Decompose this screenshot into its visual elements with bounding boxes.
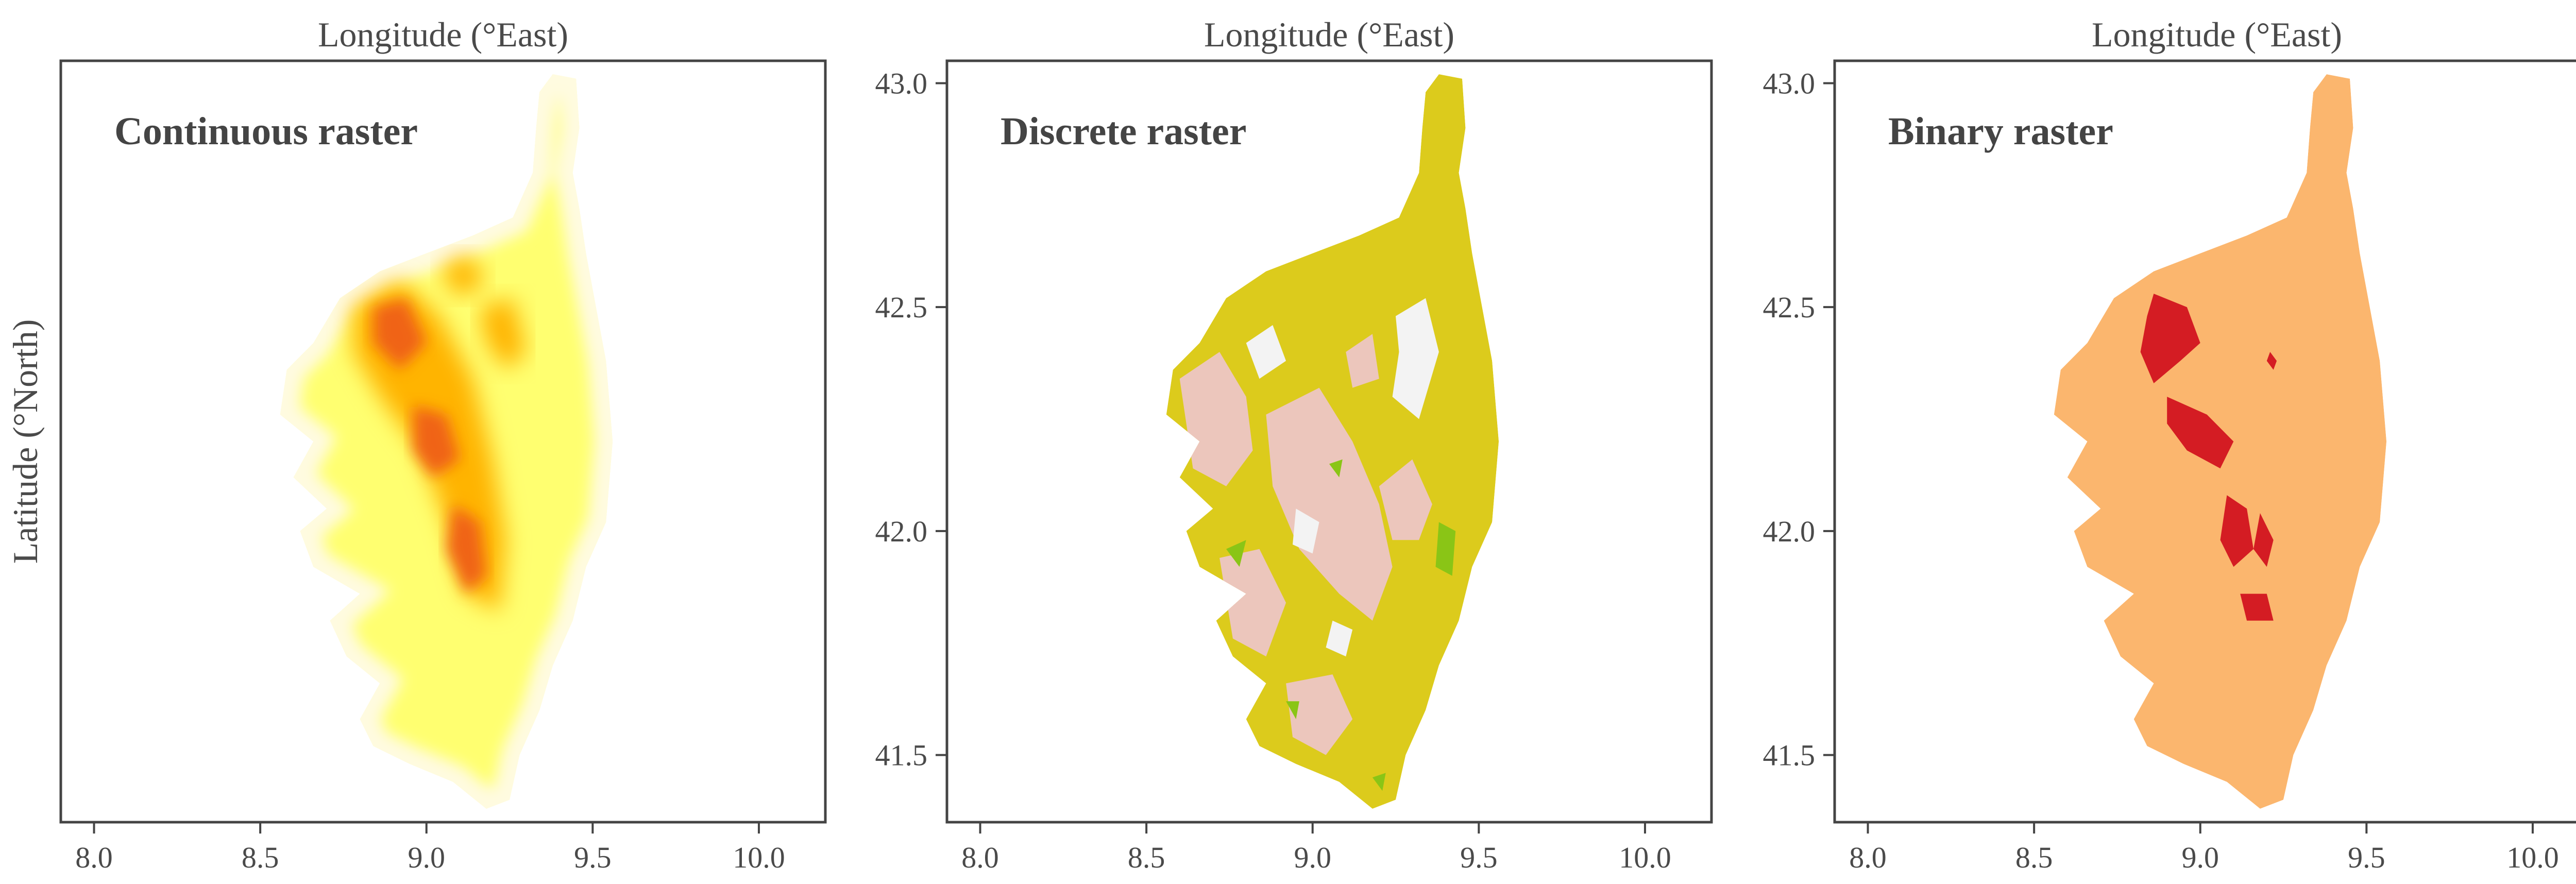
plot-frame xyxy=(59,59,827,824)
raster-class-2 xyxy=(1286,674,1353,755)
raster-class-4 xyxy=(1329,459,1343,478)
x-tick-label: 9.0 xyxy=(1294,841,1331,874)
x-axis-label: Longitude (°East) xyxy=(1204,15,1454,54)
raster-peak-zone xyxy=(373,298,427,370)
y-tick-label: 41.5 xyxy=(1763,739,1816,772)
raster-high-zone xyxy=(439,253,486,298)
raster-class-4 xyxy=(1286,701,1299,719)
plot-frame xyxy=(945,59,1713,824)
raster-class-1 xyxy=(2266,352,2277,370)
y-tick-label: 42.0 xyxy=(1763,515,1816,548)
raster-class-3 xyxy=(1293,508,1319,554)
x-axis-label: Longitude (°East) xyxy=(2092,15,2342,54)
y-tick-label: 43.0 xyxy=(875,66,928,100)
raster-layer xyxy=(1166,74,1499,809)
x-tick-label: 9.0 xyxy=(408,841,445,874)
raster-class-4 xyxy=(1372,773,1386,791)
raster-class-3 xyxy=(1246,325,1286,379)
x-tick-label: 8.0 xyxy=(961,841,999,874)
x-tick-label: 8.5 xyxy=(2015,841,2053,874)
x-axis-label: Longitude (°East) xyxy=(318,15,568,54)
panel-2: 8.0 8.5 9.0 9.5 10.0 41.5 42.0 42.5 43.0 Longitud… xyxy=(875,15,1713,874)
plot-frame xyxy=(1833,59,2576,824)
panel-title: Continuous raster xyxy=(114,110,418,153)
panel-title: Binary raster xyxy=(1888,110,2113,153)
raster-class-2 xyxy=(1379,459,1432,540)
raster-high-zone xyxy=(480,298,527,370)
y-tick-label: 42.5 xyxy=(1763,291,1816,324)
panel-title: Discrete raster xyxy=(1001,110,1247,153)
x-tick-label: 10.0 xyxy=(1619,841,1671,874)
raster-peak-zone xyxy=(413,405,460,478)
raster-class-1 xyxy=(2240,593,2274,621)
x-tick-label: 9.5 xyxy=(1460,841,1498,874)
x-tick-label: 10.0 xyxy=(733,841,785,874)
raster-class-3 xyxy=(1326,620,1353,657)
raster-class-2 xyxy=(1219,549,1286,657)
y-axis-label: Latitude (°North) xyxy=(6,319,45,564)
raster-class-4 xyxy=(1226,540,1246,567)
raster-class-1 xyxy=(2167,397,2234,469)
x-tick-label: 8.5 xyxy=(242,841,279,874)
y-tick-label: 43.0 xyxy=(1763,66,1816,100)
raster-class-2 xyxy=(1179,352,1253,486)
y-tick-label: 42.5 xyxy=(875,291,928,324)
raster-class-3 xyxy=(1392,298,1439,419)
x-tick-label: 9.5 xyxy=(574,841,612,874)
y-tick-label: 42.0 xyxy=(875,515,928,548)
raster-class-4 xyxy=(1435,522,1456,576)
raster-class-1 xyxy=(2220,495,2253,567)
panel-3: 8.0 8.5 9.0 9.5 10.0 41.5 42.0 42.5 43.0 Longitud… xyxy=(1763,15,2576,874)
x-tick-label: 8.0 xyxy=(1849,841,1887,874)
raster-layer xyxy=(2054,74,2387,809)
x-tick-label: 9.5 xyxy=(2348,841,2385,874)
panel-1: 8.0 8.5 9.0 9.5 10.0 Longitude (°East) Continu… xyxy=(6,15,827,874)
raster-peak-zone xyxy=(446,504,486,594)
raster-class-2 xyxy=(1346,334,1379,388)
raster-class-1 xyxy=(2253,513,2274,567)
x-tick-label: 8.5 xyxy=(1128,841,1165,874)
raster-class-2 xyxy=(1266,387,1393,621)
y-tick-label: 41.5 xyxy=(875,739,928,772)
raster-layer xyxy=(280,74,613,809)
x-tick-label: 10.0 xyxy=(2506,841,2559,874)
x-tick-label: 8.0 xyxy=(75,841,113,874)
x-tick-label: 9.0 xyxy=(2181,841,2219,874)
raster-class-1 xyxy=(2140,294,2200,383)
